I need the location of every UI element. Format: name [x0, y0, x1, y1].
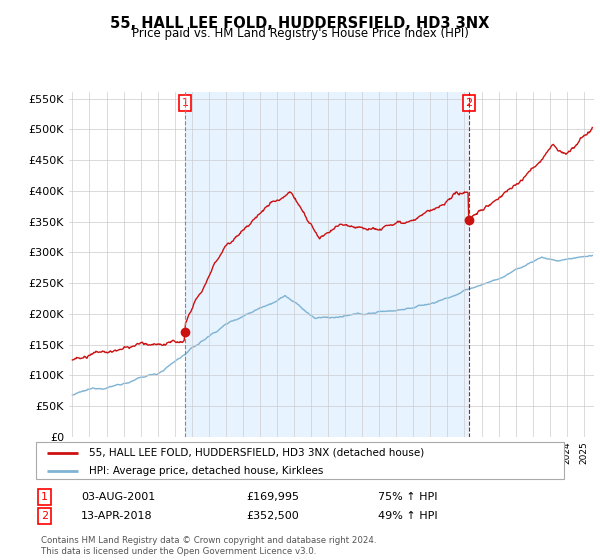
Text: 55, HALL LEE FOLD, HUDDERSFIELD, HD3 3NX: 55, HALL LEE FOLD, HUDDERSFIELD, HD3 3NX [110, 16, 490, 31]
Text: 1: 1 [181, 98, 188, 108]
Text: 13-APR-2018: 13-APR-2018 [81, 511, 152, 521]
Bar [185, 92, 469, 437]
Text: 55, HALL LEE FOLD, HUDDERSFIELD, HD3 3NX (detached house): 55, HALL LEE FOLD, HUDDERSFIELD, HD3 3NX… [89, 447, 424, 458]
Text: Contains HM Land Registry data © Crown copyright and database right 2024.
This d: Contains HM Land Registry data © Crown c… [41, 536, 376, 556]
Text: 03-AUG-2001: 03-AUG-2001 [81, 492, 155, 502]
Text: £352,500: £352,500 [246, 511, 299, 521]
Text: 49% ↑ HPI: 49% ↑ HPI [378, 511, 437, 521]
Text: 2: 2 [466, 98, 473, 108]
Text: HPI: Average price, detached house, Kirklees: HPI: Average price, detached house, Kirk… [89, 466, 323, 476]
Text: 1: 1 [41, 492, 48, 502]
Text: 75% ↑ HPI: 75% ↑ HPI [378, 492, 437, 502]
Text: 2: 2 [41, 511, 48, 521]
Text: Price paid vs. HM Land Registry's House Price Index (HPI): Price paid vs. HM Land Registry's House … [131, 27, 469, 40]
Text: £169,995: £169,995 [246, 492, 299, 502]
FancyBboxPatch shape [36, 442, 564, 479]
